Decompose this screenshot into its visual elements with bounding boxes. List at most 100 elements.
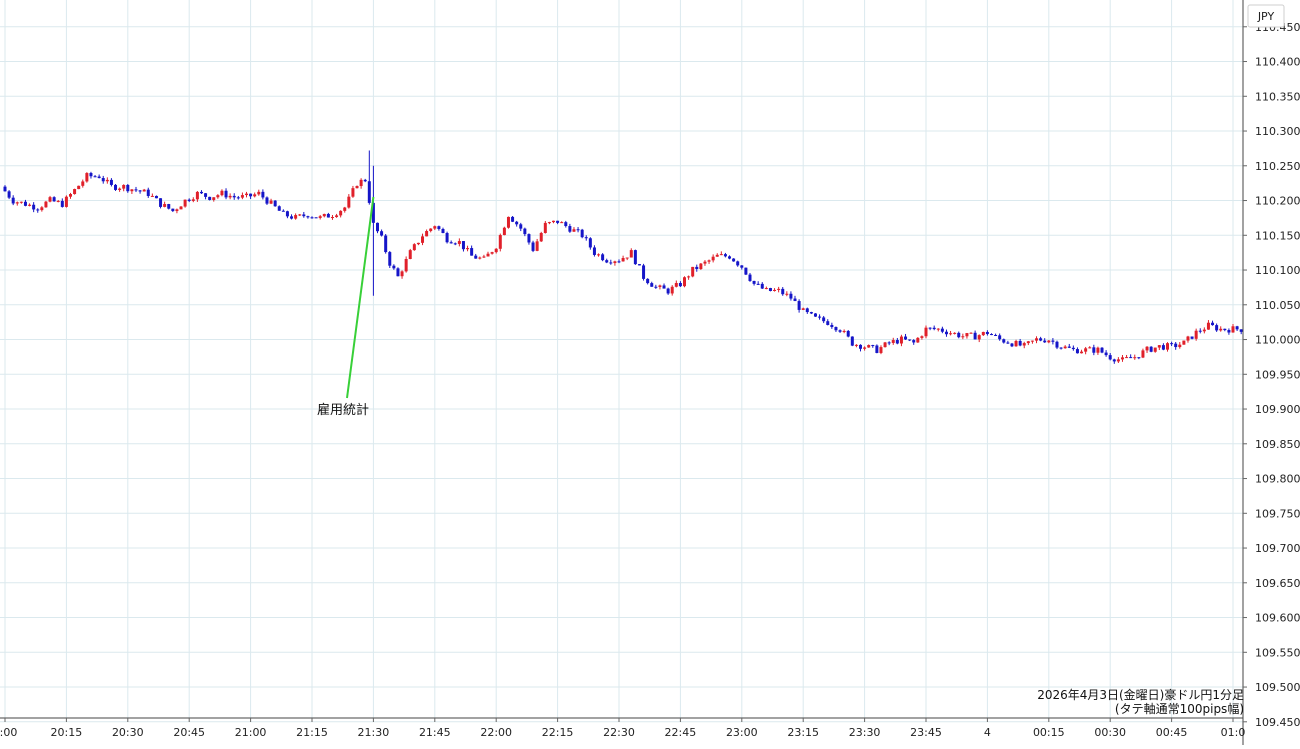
candle-up (347, 196, 351, 208)
candle-up (130, 189, 134, 192)
candle-down (302, 214, 306, 217)
candle-down (1043, 340, 1047, 343)
grid-lines (0, 0, 1243, 723)
candle-down (1100, 347, 1104, 353)
candle-down (138, 190, 142, 192)
candle-down (973, 332, 977, 340)
candle-up (19, 201, 23, 203)
candle-down (809, 312, 813, 314)
candle-down (204, 193, 208, 197)
candle-down (167, 204, 171, 209)
candle-up (216, 195, 220, 198)
y-axis-unit-label: JPY (1257, 10, 1275, 23)
candle-up (597, 254, 601, 256)
annotation-leader-line (346, 196, 375, 399)
candle-up (85, 173, 89, 182)
x-tick-label: 23:30 (849, 726, 881, 739)
candle-down (887, 342, 891, 344)
candle-down (760, 283, 764, 289)
candle-up (1014, 340, 1018, 347)
candle-down (1223, 328, 1227, 331)
candle-up (351, 188, 355, 197)
x-tick-label: 4 (984, 726, 991, 739)
candle-up (883, 342, 887, 348)
candle-up (965, 333, 969, 337)
candle-up (707, 260, 711, 262)
y-axis-unit-box: JPY (1247, 4, 1285, 28)
x-tick-label: 23:45 (910, 726, 942, 739)
candle-down (101, 178, 105, 182)
y-tick-label: 109.700 (1255, 542, 1300, 555)
candle-down (1227, 330, 1231, 333)
candle-down (367, 181, 371, 203)
candle-up (257, 191, 261, 195)
candle-down (609, 262, 613, 264)
candle-up (269, 200, 273, 204)
candle-up (1035, 338, 1039, 341)
candle-up (842, 330, 846, 332)
candle-up (1047, 340, 1051, 343)
candle-down (732, 258, 736, 262)
candle-down (564, 222, 568, 227)
candle-down (846, 330, 850, 337)
candle-up (228, 195, 232, 198)
candle-up (543, 222, 547, 233)
candle-down (314, 217, 318, 219)
candle-down (114, 184, 118, 190)
candle-down (470, 248, 474, 256)
candle-up (1206, 322, 1210, 330)
candle-down (7, 191, 11, 198)
candle-down (662, 285, 666, 289)
candle-down (957, 332, 961, 338)
candle-up (400, 271, 404, 277)
candle-down (637, 264, 641, 266)
candle-down (576, 229, 580, 231)
candle-down (838, 330, 842, 332)
candle-up (1084, 348, 1088, 352)
candle-up (253, 194, 257, 197)
y-tick-label: 110.050 (1255, 299, 1300, 312)
candle-up (1063, 346, 1067, 349)
candle-up (15, 202, 19, 204)
chart-caption-date-pair: 2026年4月3日(金曜日)豪ドル円1分足 (1037, 688, 1244, 702)
candle-up (339, 210, 343, 216)
candle-up (572, 229, 576, 232)
candle-down (678, 282, 682, 287)
candle-down (97, 176, 101, 179)
candle-up (44, 201, 48, 208)
candle-down (605, 260, 609, 263)
candle-down (805, 308, 809, 313)
x-tick-label: 23:00 (726, 726, 758, 739)
candle-up (163, 204, 167, 207)
candle-up (1182, 340, 1186, 345)
candle-up (322, 213, 326, 217)
candle-down (1071, 347, 1075, 350)
candle-down (453, 243, 457, 245)
candle-down (940, 328, 944, 332)
x-tick-label: 01:0 (1221, 726, 1246, 739)
candle-up (777, 288, 781, 290)
candle-up (801, 308, 805, 310)
candle-up (490, 252, 494, 254)
candle-down (208, 196, 212, 200)
candle-down (736, 261, 740, 266)
candle-up (670, 286, 674, 294)
candle-down (154, 195, 158, 199)
candle-down (998, 335, 1002, 340)
candle-up (318, 216, 322, 218)
candle-down (277, 206, 281, 211)
candle-down (384, 235, 388, 253)
candle-down (654, 286, 658, 288)
candle-up (1231, 326, 1235, 333)
candle-up (924, 327, 928, 337)
candle-up (719, 254, 723, 256)
candle-up (1116, 359, 1120, 362)
candle-up (81, 181, 85, 186)
candle-up (183, 199, 187, 207)
candle-down (813, 313, 817, 317)
y-tick-label: 110.400 (1255, 56, 1300, 69)
candle-down (187, 199, 191, 201)
candle-up (920, 336, 924, 338)
candle-up (294, 215, 298, 219)
